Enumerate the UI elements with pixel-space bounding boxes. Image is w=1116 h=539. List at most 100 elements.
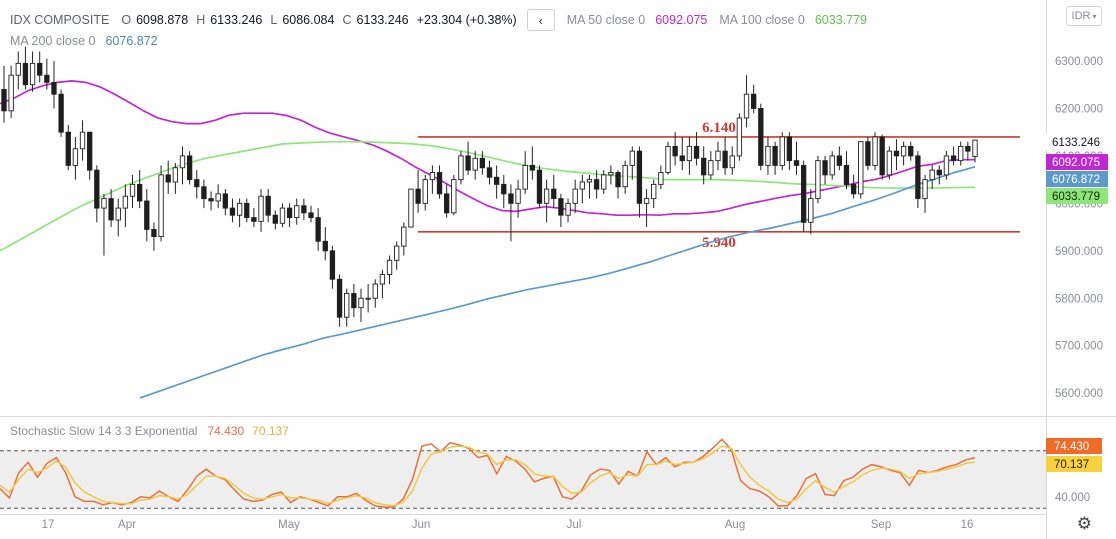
candle-body (251, 217, 257, 222)
candle (136, 170, 143, 209)
candle-body (358, 297, 364, 309)
candle (808, 189, 814, 235)
candle-body (386, 259, 393, 275)
candle-body (265, 195, 271, 216)
symbol-name[interactable]: IDX COMPOSITE (10, 13, 110, 27)
candle (336, 274, 343, 327)
ma200-label[interactable]: MA 200 close 0 (10, 34, 96, 48)
candle-body (394, 245, 400, 261)
candle-body (551, 188, 557, 200)
time-tick-label: Sep (871, 519, 891, 531)
candle (779, 132, 785, 171)
candle-body (379, 274, 386, 285)
candle-body (651, 183, 657, 200)
candle-body (701, 157, 707, 176)
candle (265, 189, 271, 223)
price-tick-label: 5900.000 (1055, 246, 1103, 258)
candle-body (87, 131, 93, 171)
candle-body (229, 207, 236, 216)
candle (622, 160, 628, 194)
candle (22, 46, 29, 90)
stoch-legend: Stochastic Slow 14 3 3 Exponential 74.43… (10, 424, 289, 438)
candle-body (329, 250, 336, 280)
candle-body (743, 93, 750, 119)
candle-body (958, 145, 964, 162)
candle-body (529, 164, 536, 171)
candle-body (286, 207, 293, 219)
candle (79, 120, 86, 161)
stoch-line-0 (0, 438, 976, 508)
candle-body (129, 183, 136, 197)
price-tag-bg (1046, 171, 1108, 187)
candle (408, 188, 414, 228)
candle-body (51, 81, 57, 95)
candle (629, 146, 635, 180)
stoch-tag: 70.137 (1046, 456, 1102, 472)
candle (751, 84, 757, 114)
candle (179, 146, 186, 185)
candle (643, 189, 650, 228)
candle (593, 170, 600, 199)
candle-body (172, 167, 179, 183)
candle (286, 203, 293, 228)
price-tick-label: 5700.000 (1055, 341, 1103, 353)
ma100-label[interactable]: MA 100 close 0 (719, 13, 805, 27)
candle-body (736, 117, 743, 157)
collapse-legend-button[interactable]: ‹ (526, 9, 555, 31)
candle-body (22, 62, 29, 86)
candle (386, 255, 393, 285)
time-tick-label: Jun (412, 519, 431, 531)
candle (279, 203, 286, 228)
candle (344, 288, 350, 327)
candle-body (501, 183, 507, 195)
candle-body (443, 193, 450, 214)
candle-body (758, 107, 764, 166)
candle-body (658, 172, 664, 185)
time-tick-label: 16 (961, 519, 974, 531)
candle-body (779, 136, 785, 166)
candle (908, 141, 914, 161)
change-value: +23.304 (+0.38%) (416, 13, 517, 27)
candle-body (893, 150, 900, 157)
candle-body (522, 164, 528, 190)
candle-body (608, 172, 614, 176)
candle-body (101, 198, 107, 209)
ma100-value: 6033.779 (814, 13, 867, 27)
candle (158, 165, 164, 242)
candle-body (815, 160, 821, 200)
candle-body (458, 155, 464, 181)
candle (829, 151, 835, 180)
candle-body (693, 145, 700, 159)
candle (900, 141, 907, 166)
price-tag-text: 6033.779 (1052, 191, 1100, 203)
candle (665, 141, 671, 175)
level-label: 6.140 (702, 120, 736, 136)
stoch-label[interactable]: Stochastic Slow 14 3 3 Exponential (10, 424, 198, 438)
candle (472, 151, 478, 180)
candle (1, 65, 7, 123)
currency-button[interactable]: IDR ▾ (1066, 6, 1102, 26)
candle-body (408, 188, 414, 228)
candle-body (415, 188, 421, 204)
candle-body (72, 148, 79, 166)
candle-body (179, 155, 186, 169)
price-tick-label: 6300.000 (1055, 56, 1103, 68)
candle-body (15, 62, 21, 76)
candle (37, 51, 43, 83)
candle-body (679, 155, 685, 162)
candle (144, 189, 150, 242)
ma50-label[interactable]: MA 50 close 0 (566, 13, 646, 27)
candle-body (144, 200, 150, 230)
candle (272, 210, 278, 230)
candle-body (643, 198, 650, 204)
candle-body (79, 131, 86, 150)
candle (536, 165, 543, 209)
price-tag: 6092.075 (1046, 154, 1108, 170)
price-tick-label: 5800.000 (1055, 293, 1103, 305)
candle (850, 174, 857, 199)
price-tag-text: 6092.075 (1052, 157, 1100, 169)
time-tick-label: Aug (725, 519, 745, 531)
ma-line-0 (0, 80, 975, 217)
gear-icon[interactable]: ⚙ (1076, 514, 1092, 533)
